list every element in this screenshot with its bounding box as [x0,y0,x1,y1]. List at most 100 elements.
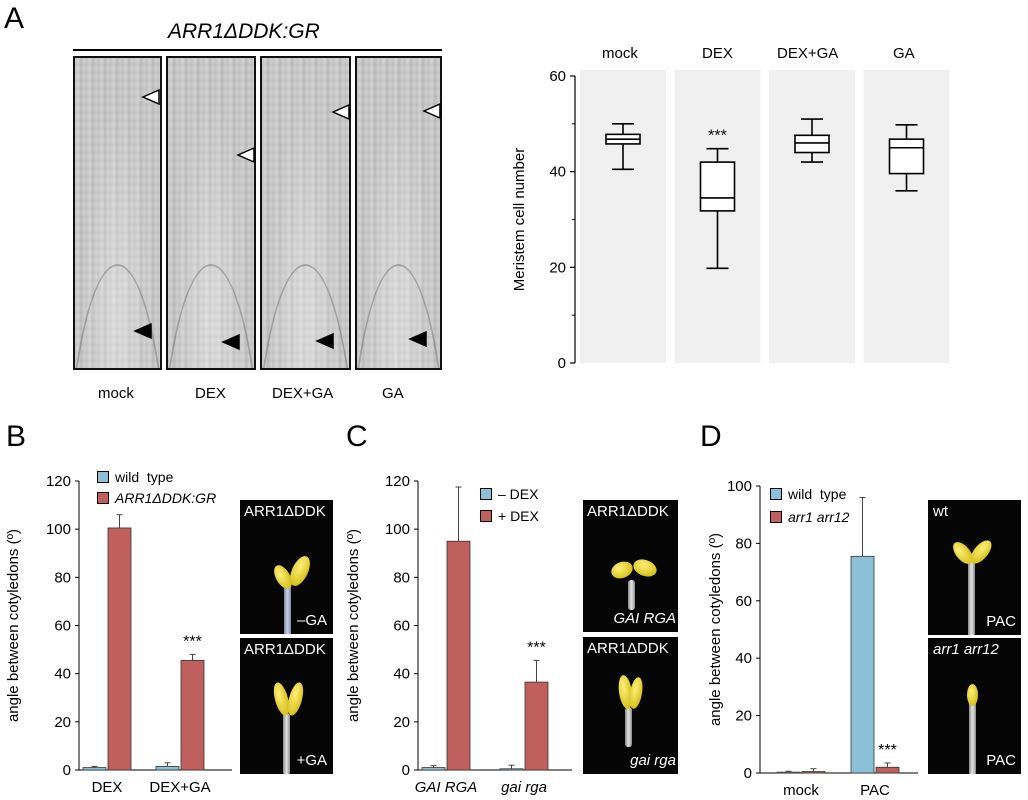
photo-title: arr1 arr12 [933,641,999,658]
micrograph-dex [166,56,256,370]
micrograph-label-dex-ga: DEX+GA [272,385,334,402]
y-tick-label: 120 [46,473,71,490]
legend-b-item-2: ARR1ΔDDK:GR [97,490,216,506]
legend-d-item-2: arr1 arr12 [770,509,849,525]
y-tick-label: 80 [735,535,752,552]
x-tick-label: mock [783,782,819,799]
cotyledon [967,684,978,706]
cotyledon [608,558,636,582]
micrograph-ga [355,56,442,370]
hypocotyl [969,696,976,774]
legend-swatch [480,510,492,522]
filled-arrowhead-icon [221,333,240,351]
photo-caption: PAC [986,752,1016,769]
x-tick-label: GAI RGA [415,779,478,796]
bar [446,540,471,771]
legend-c-item-2: + DEX [480,508,539,524]
y-tick-label: 60 [54,618,71,635]
photo-title: wt [933,503,948,520]
filled-arrowhead-icon [133,322,152,340]
panel-letter-c: C [346,420,368,453]
photo-caption: –GA [296,612,327,629]
hypocotyl [283,713,290,774]
box-iqr [699,161,736,212]
y-axis-label: Meristem cell number [511,148,528,291]
y-tick-label: 40 [549,164,566,181]
chart-b-bars: 0 20 40 60 80 100 120 angle between cotyledons … [5,473,232,796]
y-tick-label: 40 [54,666,71,683]
chart-c-bars: 0 20 40 60 80 100 120 angle between cotyledons … [345,473,572,796]
chart-a-boxplot: 0 20 40 60 Meristem cell number *** [511,68,950,372]
legend-d-item-1: wild type [770,486,846,502]
photo-d-top: wt PAC [928,500,1021,635]
bar [180,660,205,771]
significance-marker: *** [527,639,546,656]
legend-label: ARR1ΔDDK:GR [115,490,217,506]
photo-title: ARR1ΔDDK [244,641,326,658]
bar [801,771,826,774]
photo-title: ARR1ΔDDK [587,503,669,520]
genotype-title: ARR1ΔDDK:GR [168,20,320,43]
y-tick-label: 20 [735,708,752,725]
open-arrowhead-icon [331,103,350,121]
y-tick-label: 0 [402,762,410,779]
photo-b-bottom: ARR1ΔDDK +GA [240,638,333,774]
significance-marker: *** [878,742,897,759]
y-tick-label: 0 [558,355,566,372]
photo-c-bottom: ARR1ΔDDK gai rga [583,637,678,774]
filled-arrowhead-icon [315,332,334,350]
y-tick-label: 40 [735,650,752,667]
y-tick-label: 120 [385,473,410,490]
hypocotyl [968,558,975,635]
legend-swatch [770,488,782,500]
bar [155,765,180,771]
y-tick-label: 100 [46,521,71,538]
category-band [863,70,950,363]
bar [875,766,900,774]
hypocotyl [628,580,635,610]
chart-d-bars: 0 20 40 60 80 100 angle between cotyledons (º)… [707,478,918,799]
bar [107,527,132,771]
y-axis-label: angle between cotyledons (º) [5,529,22,722]
panel-letter-a: A [4,2,25,35]
cotyledon [630,556,660,580]
y-tick-label: 60 [735,593,752,610]
x-tick-label: DEX [92,779,123,796]
significance-marker: *** [708,128,727,145]
micrograph-label-dex: DEX [195,385,226,402]
bar [421,767,446,771]
box-header-ga: GA [893,45,915,62]
photo-c-top: ARR1ΔDDK GAI RGA [583,500,678,632]
hypocotyl [625,707,632,747]
y-tick-label: 80 [393,569,410,586]
filled-arrowhead-icon [408,330,427,348]
photo-title: ARR1ΔDDK [587,640,669,657]
genotype-underline [73,49,442,51]
legend-swatch [97,492,109,504]
box-header-dex-ga: DEX+GA [777,45,839,62]
legend-label: + DEX [498,508,539,524]
micrograph-mock [73,56,162,370]
legend-label: wild type [115,469,174,485]
y-tick-label: 20 [54,714,71,731]
photo-d-bottom: arr1 arr12 PAC [928,638,1021,774]
y-tick-label: 20 [393,714,410,731]
y-tick-label: 60 [393,618,410,635]
legend-label: wild type [788,486,847,502]
photo-caption: gai rga [630,752,676,769]
y-tick-label: 0 [63,762,71,779]
micrograph-label-mock: mock [98,385,134,402]
significance-marker: *** [183,633,202,650]
box-iqr [888,138,925,175]
y-axis-label: angle between cotyledons (º) [707,533,724,726]
micrograph-arrowheads [133,88,441,351]
photo-title: ARR1ΔDDK [244,503,326,520]
micrograph-label-ga: GA [382,385,404,402]
cotyledon [966,536,996,568]
y-tick-label: 100 [727,478,752,495]
category-band [580,70,666,363]
open-arrowhead-icon [422,102,441,120]
x-tick-label: gai rga [501,779,547,796]
photo-b-top: ARR1ΔDDK –GA [240,500,333,634]
y-tick-label: 40 [393,666,410,683]
